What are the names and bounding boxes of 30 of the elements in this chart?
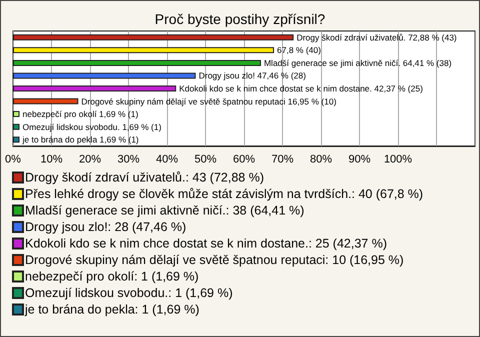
x-tick-label: 40%	[156, 154, 178, 166]
legend-label: Omezují lidskou svobodu.: 1 (1,69 %)	[25, 286, 233, 300]
x-tick-label: 90%	[348, 154, 371, 166]
legend-label: Drogy jsou zlo!: 28 (47,46 %)	[25, 220, 186, 234]
x-tick-label: 20%	[78, 154, 102, 166]
data-label: Drogy škodí zdraví uživatelů. 72,88 % (43)	[296, 32, 457, 42]
data-label: je to brána do pekla 1,69 % (1)	[22, 134, 139, 145]
legend-label: je to brána do pekla: 1 (1,69 %)	[24, 302, 200, 316]
data-label: 67,8 % (40)	[277, 45, 322, 56]
legend-label: nebezpečí pro okolí: 1 (1,69 %)	[25, 270, 199, 284]
legend-label: Mladší generace se jimi aktivně ničí.: 38 (64,41 %)	[25, 204, 304, 218]
x-tick-label: 10%	[40, 154, 63, 166]
legend-label: Drogové skupiny nám dělají ve světě špatnou reputaci: 10 (16,95 %)	[25, 253, 404, 267]
x-tick-label: 100%	[384, 154, 412, 166]
legend-label: Drogy škodí zdraví uživatelů.: 43 (72,88 %)	[25, 170, 264, 184]
legend-label: Přes lehké drogy se člověk může stát závislým na tvrdších.: 40 (67,8 %)	[25, 187, 424, 201]
x-tick-label: 80%	[310, 154, 332, 166]
data-label: nebezpečí pro okolí 1,69 % (1)	[22, 109, 138, 120]
x-tick-label: 70%	[271, 154, 294, 166]
legend-label: Kdokoli kdo se k nim chce dostat se k nim dostane.: 25 (42,37 %)	[25, 236, 387, 250]
x-tick-label: 60%	[232, 154, 256, 166]
data-label: Mladší generace se jimi aktivně ničí. 64,41 % (38)	[264, 58, 452, 68]
data-label: Kdokoli kdo se k nim chce dostat se k nim dostane. 42,37 % (25)	[179, 84, 424, 94]
data-label: Drogy jsou zlo! 47,46 % (28)	[198, 70, 306, 81]
x-tick-label: 30%	[117, 154, 140, 166]
data-label: Omezují lidskou svobodu. 1,69 % (1)	[22, 122, 162, 132]
x-tick-label: 50%	[194, 154, 217, 166]
x-tick-label: 0%	[5, 154, 22, 166]
data-label: Drogové skupiny nám dělají ve světě špatnou reputaci 16,95 % (10)	[81, 96, 337, 106]
chart-title: Proč byste postihy zpřísnil?	[154, 11, 326, 27]
